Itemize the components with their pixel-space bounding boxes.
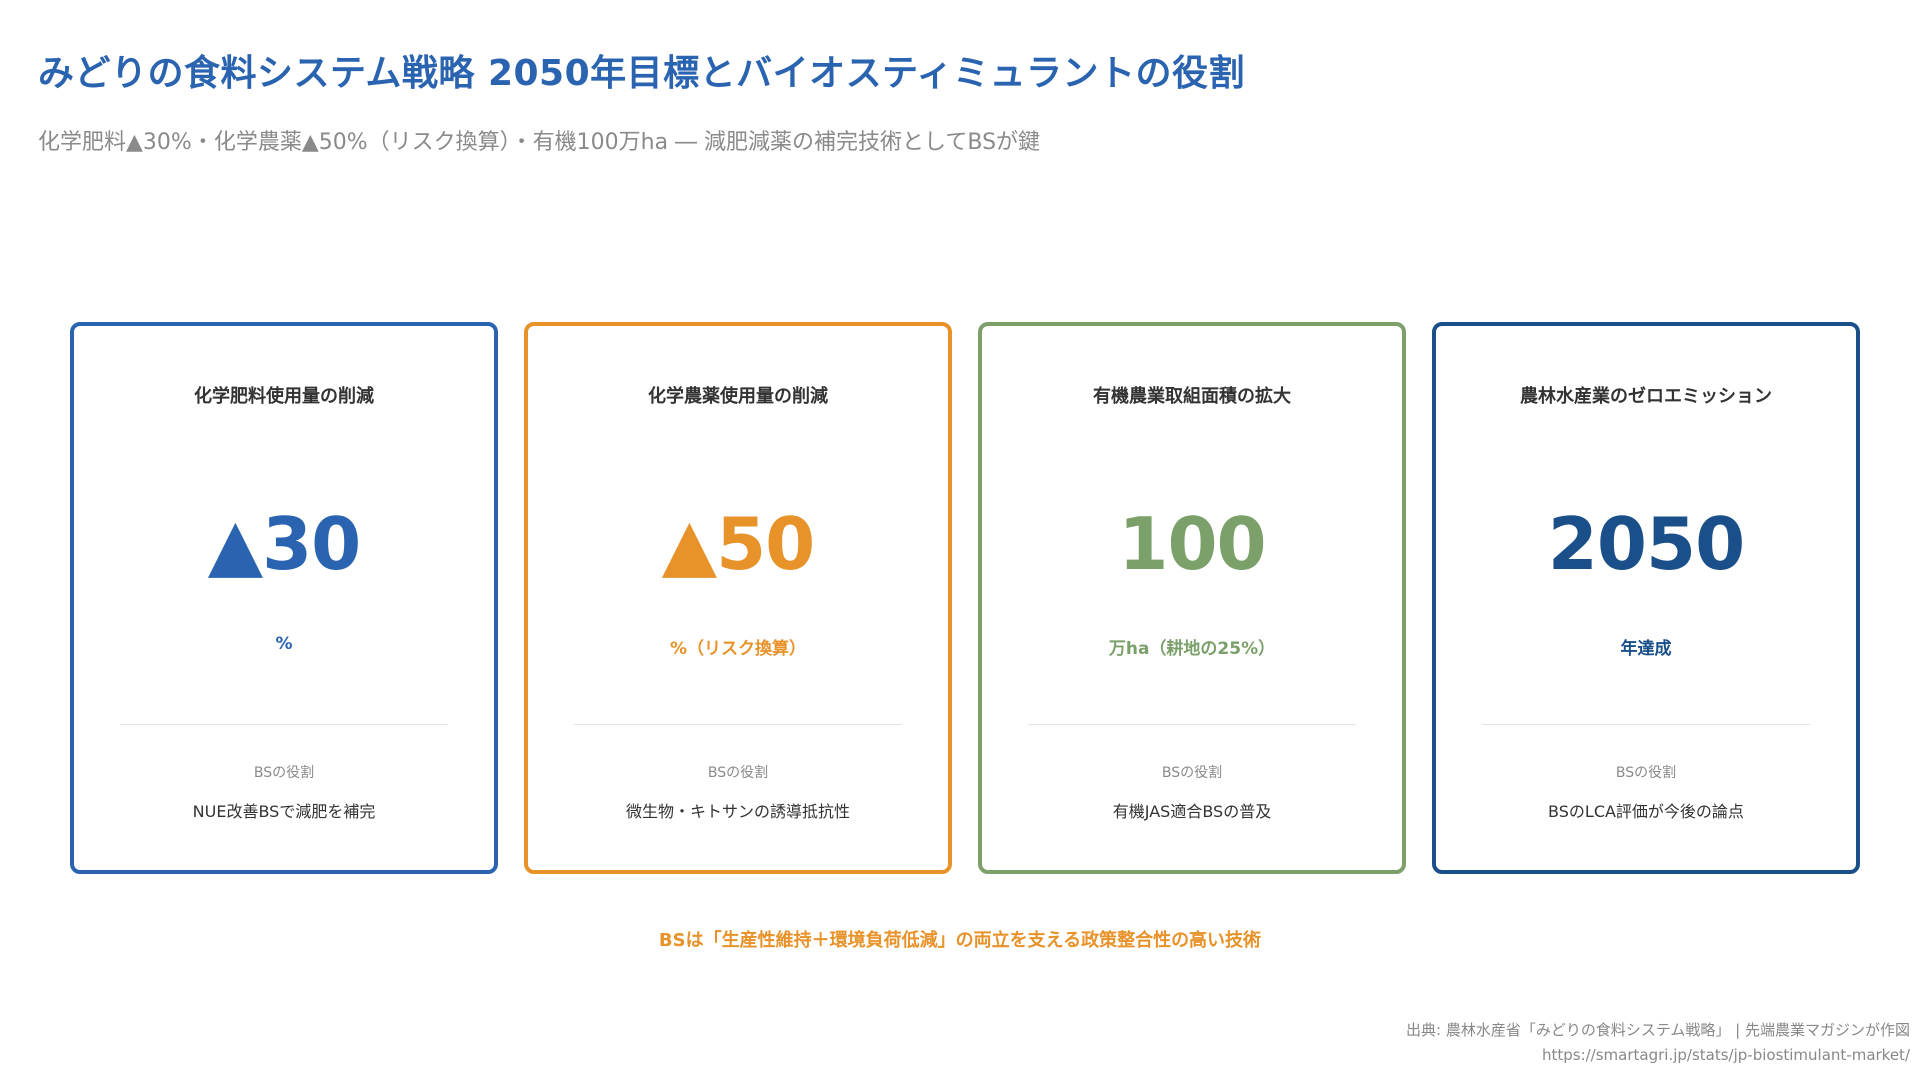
card-value: ▲50 bbox=[661, 502, 816, 586]
card-unit: 万ha（耕地の25%） bbox=[1108, 639, 1276, 659]
card-organic: 有機農業取組面積の拡大 100 万ha（耕地の25%） BSの役割 有機JAS適… bbox=[978, 322, 1406, 874]
card-unit: % bbox=[275, 634, 293, 654]
source-note: 出典: 農林水産省「みどりの食料システム戦略」 | 先端農業マガジンが作図 ht… bbox=[1406, 1018, 1910, 1068]
card-fertilizer: 化学肥料使用量の削減 ▲30 % BSの役割 NUE改善BSで減肥を補完 bbox=[70, 322, 498, 874]
card-role-label: BSの役割 bbox=[707, 765, 769, 781]
source-citation: 出典: 農林水産省「みどりの食料システム戦略」 | 先端農業マガジンが作図 bbox=[1406, 1021, 1910, 1039]
card-role-text: 有機JAS適合BSの普及 bbox=[1112, 802, 1272, 821]
card-value: 100 bbox=[1118, 502, 1266, 586]
card-value: ▲30 bbox=[207, 502, 362, 586]
card-role-label: BSの役割 bbox=[1615, 765, 1677, 781]
card-role-text: 微生物・キトサンの誘導抵抗性 bbox=[625, 802, 850, 821]
card-divider bbox=[1482, 724, 1810, 725]
card-unit: %（リスク換算） bbox=[669, 639, 807, 659]
card-heading: 農林水産業のゼロエミッション bbox=[1520, 386, 1772, 407]
target-cards: 化学肥料使用量の削減 ▲30 % BSの役割 NUE改善BSで減肥を補完 化学農… bbox=[70, 322, 1860, 874]
page-subtitle: 化学肥料▲30%・化学農薬▲50%（リスク換算）・有機100万ha ― 減肥減薬… bbox=[38, 130, 1041, 155]
page-title: みどりの食料システム戦略 2050年目標とバイオスティミュラントの役割 bbox=[38, 53, 1245, 94]
card-heading: 有機農業取組面積の拡大 bbox=[1093, 386, 1291, 407]
card-divider bbox=[120, 724, 448, 725]
card-divider bbox=[574, 724, 902, 725]
card-role-label: BSの役割 bbox=[253, 765, 315, 781]
card-zero-emission: 農林水産業のゼロエミッション 2050 年達成 BSの役割 BSのLCA評価が今… bbox=[1432, 322, 1860, 874]
card-divider bbox=[1028, 724, 1356, 725]
card-heading: 化学農薬使用量の削減 bbox=[648, 386, 828, 407]
card-heading: 化学肥料使用量の削減 bbox=[194, 386, 374, 407]
card-role-text: BSのLCA評価が今後の論点 bbox=[1548, 802, 1744, 821]
card-unit: 年達成 bbox=[1620, 639, 1672, 659]
card-role-label: BSの役割 bbox=[1161, 765, 1223, 781]
card-role-text: NUE改善BSで減肥を補完 bbox=[192, 802, 376, 821]
source-url: https://smartagri.jp/stats/jp-biostimula… bbox=[1541, 1046, 1910, 1064]
summary-text: BSは「生産性維持＋環境負荷低減」の両立を支える政策整合性の高い技術 bbox=[658, 930, 1262, 951]
card-value: 2050 bbox=[1547, 502, 1745, 586]
card-pesticide: 化学農薬使用量の削減 ▲50 %（リスク換算） BSの役割 微生物・キトサンの誘… bbox=[524, 322, 952, 874]
